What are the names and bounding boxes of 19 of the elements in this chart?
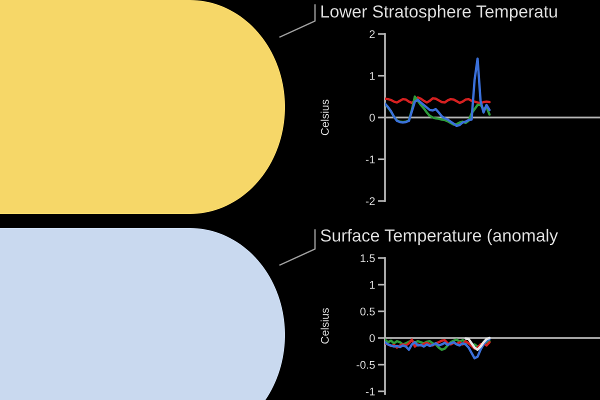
chart-title: Surface Temperature (anomaly: [320, 228, 558, 246]
chart-title: Lower Stratosphere Temperatu: [321, 4, 557, 22]
line-series: [464, 336, 491, 351]
y-tick-label: -2: [366, 197, 375, 206]
y-tick-label: -1: [366, 388, 375, 396]
y-tick-label: 2: [370, 30, 375, 38]
y-tick-label: 1.5: [360, 254, 375, 262]
y-tick-label: 1: [370, 281, 375, 289]
y-tick-label: -0.5: [356, 360, 375, 369]
line-series: [385, 338, 491, 360]
y-tick-label: -1: [366, 156, 375, 164]
line-series: [385, 57, 491, 128]
y-tick-label: 0: [370, 114, 375, 122]
y-tick-label: 1: [370, 72, 375, 80]
y-axis-title: Celsius: [320, 308, 329, 344]
y-tick-label: 0.5: [360, 308, 375, 316]
line-series: [385, 95, 491, 126]
y-axis-title: Celsius: [320, 100, 329, 136]
y-tick-label: 0: [370, 334, 375, 342]
